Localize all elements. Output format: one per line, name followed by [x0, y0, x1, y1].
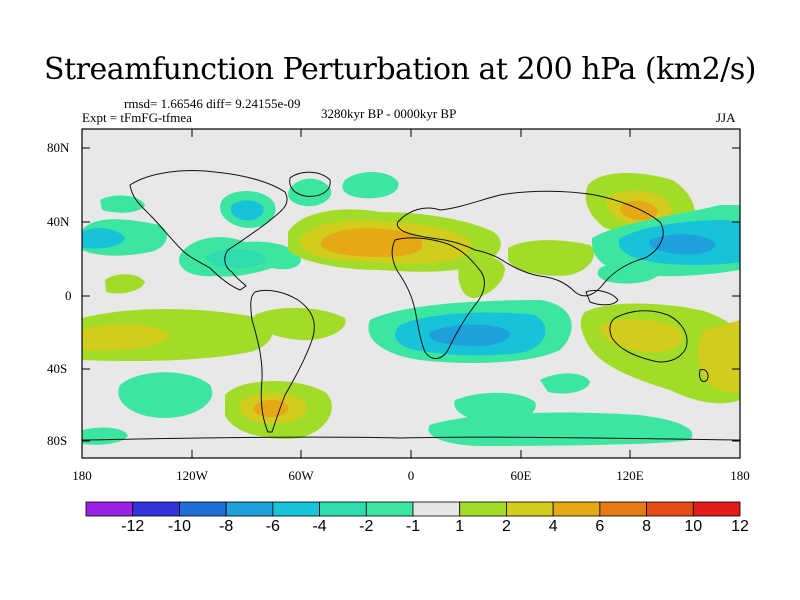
- colorbar-tick-label: 6: [595, 518, 605, 535]
- colorbar-swatch: [692, 501, 741, 517]
- contour-region: [205, 249, 266, 269]
- colorbar-tick-label: 12: [731, 518, 749, 535]
- contour-region: [82, 324, 170, 351]
- colorbar-tick-label: -8: [219, 518, 234, 535]
- africa-outline: [391, 237, 485, 359]
- colorbar-swatch: [365, 501, 414, 517]
- lon-label: 120W: [176, 468, 208, 483]
- coastlines: [81, 170, 741, 441]
- australia-outline: [609, 310, 688, 363]
- contour-region: [82, 228, 125, 249]
- colorbar-tick-label: 10: [684, 518, 703, 535]
- colorbar-tick-label: -6: [265, 518, 280, 535]
- colorbar-swatch: [599, 501, 647, 517]
- colorbar-tick-label: -1: [405, 518, 421, 535]
- lon-label: 60W: [288, 468, 314, 483]
- period-label: 3280kyr BP - 0000kyr BP: [321, 106, 457, 121]
- lon-label: 60E: [510, 468, 532, 483]
- contour-region: [105, 274, 145, 294]
- lon-label: 120E: [616, 468, 644, 483]
- contour-region: [82, 427, 128, 445]
- lon-label: 180: [72, 468, 92, 483]
- contour-region: [288, 178, 332, 207]
- lon-label: 0: [407, 468, 415, 483]
- chart-title: Streamfunction Perturbation at 200 hPa (…: [44, 52, 756, 87]
- lat-label: 0: [65, 288, 72, 303]
- indonesia-outline: [585, 289, 619, 306]
- lon-label: 180: [730, 468, 750, 483]
- colorbar-swatch: [132, 501, 180, 517]
- season-label: JJA: [716, 110, 736, 125]
- colorbar-tick-label: 1: [455, 518, 465, 535]
- colorbar-tick-label: 8: [642, 518, 652, 535]
- colorbar-tick-label: 4: [548, 518, 558, 535]
- colorbar-swatch: [646, 501, 694, 517]
- contour-region: [429, 324, 511, 347]
- contour-region: [540, 373, 590, 394]
- contour-region: [599, 318, 683, 353]
- colorbar-tick-label: -4: [312, 518, 327, 535]
- contour-region: [697, 320, 740, 393]
- lat-label: 80S: [47, 433, 68, 448]
- colorbar: [85, 501, 741, 517]
- eurasia-outline: [396, 190, 664, 297]
- contour-region: [320, 228, 423, 258]
- lat-label: 40S: [47, 361, 68, 376]
- contour-region: [118, 372, 213, 418]
- colorbar-tick-label: -2: [359, 518, 374, 535]
- antarctica-outline: [81, 436, 741, 441]
- contour-region: [230, 200, 264, 221]
- contour-region: [254, 307, 346, 341]
- contour-region: [342, 171, 399, 199]
- greenland-outline: [289, 171, 331, 197]
- colorbar-swatch: [225, 501, 274, 517]
- colorbar-swatch: [552, 501, 601, 517]
- experiment-label: Expt = tFmFG-tfmea: [82, 110, 192, 125]
- contour-region: [508, 240, 594, 276]
- contour-region: [100, 195, 145, 213]
- colorbar-swatch: [179, 501, 227, 517]
- colorbar-swatch: [459, 501, 507, 517]
- colorbar-tick-label: -12: [121, 518, 145, 535]
- new-zealand-outline: [699, 369, 709, 383]
- colorbar-tick-label: 2: [501, 518, 511, 535]
- colorbar-swatch: [319, 501, 367, 517]
- axis-ticks: [81, 129, 741, 458]
- colorbar-swatch: [506, 501, 554, 517]
- north-america-outline: [129, 170, 288, 291]
- colorbar-swatch: [272, 501, 320, 517]
- colorbar-swatch: [85, 501, 134, 517]
- contour-region: [458, 255, 505, 298]
- contour-region: [428, 412, 693, 446]
- south-america-outline: [250, 289, 315, 433]
- colorbar-swatch: [412, 501, 461, 517]
- contour-region: [597, 262, 660, 284]
- stats-text: rmsd= 1.66546 diff= 9.24155e-09: [124, 96, 301, 111]
- contour-region: [649, 234, 716, 255]
- lat-label: 80N: [47, 140, 70, 155]
- lat-label: 40N: [47, 214, 70, 229]
- colorbar-tick-label: -10: [167, 518, 191, 535]
